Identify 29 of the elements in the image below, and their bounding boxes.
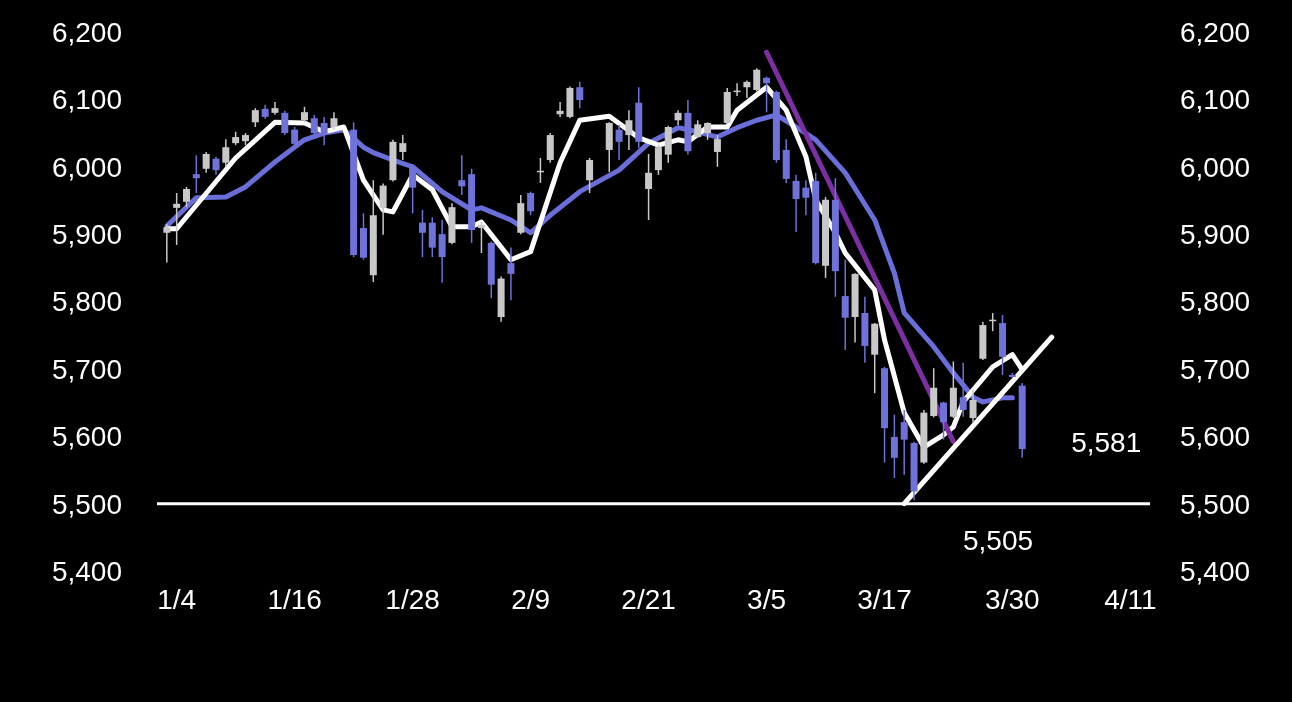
y-tick-label: 5,900: [51, 219, 122, 251]
y2-tick-label: 5,600: [1180, 421, 1251, 453]
x-tick-label: 2/21: [621, 583, 676, 615]
y2-tick-label: 5,800: [1180, 286, 1251, 318]
y2-tick-label: 6,100: [1180, 84, 1251, 116]
y-tick-label: 6,200: [51, 16, 122, 48]
y-tick-label: 5,600: [51, 421, 122, 453]
y2-tick-label: 6,200: [1180, 16, 1251, 48]
y-tick-label: 5,700: [51, 353, 122, 385]
y2-tick-label: 5,500: [1180, 488, 1251, 520]
y2-tick-label: 5,900: [1180, 219, 1251, 251]
x-tick-label: 3/5: [747, 583, 787, 615]
x-tick-label: 1/28: [385, 583, 440, 615]
y-tick-label: 5,800: [51, 286, 122, 318]
y-tick-label: 6,000: [51, 151, 122, 183]
x-tick-label: 2/9: [511, 583, 551, 615]
y-tick-label: 6,100: [51, 84, 122, 116]
y2-tick-label: 5,700: [1180, 353, 1251, 385]
y2-tick-label: 5,400: [1180, 555, 1251, 587]
x-tick-label: 3/30: [985, 583, 1040, 615]
x-tick-label: 1/4: [157, 583, 197, 615]
annotation: 5,581: [1071, 427, 1142, 459]
x-tick-label: 3/17: [857, 583, 912, 615]
annotation: 5,505: [963, 524, 1034, 556]
x-tick-label: 4/11: [1104, 583, 1157, 615]
y-tick-label: 5,500: [51, 488, 122, 520]
y-tick-label: 5,400: [51, 555, 122, 587]
y2-tick-label: 6,000: [1180, 151, 1251, 183]
x-tick-label: 1/16: [267, 583, 322, 615]
